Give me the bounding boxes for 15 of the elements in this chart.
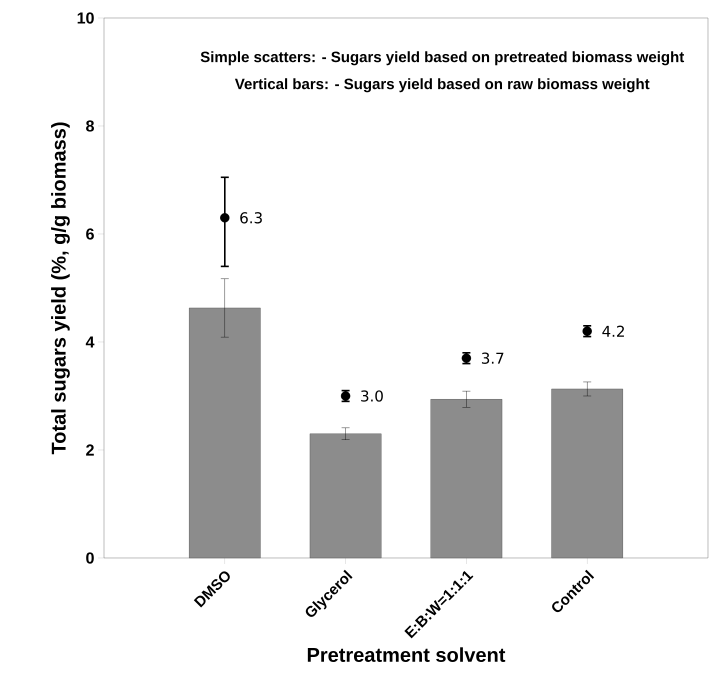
data-label: 4.2 [602,326,624,337]
point [220,213,230,222]
data-label: 3.0 [361,390,383,402]
y-tick-label: 2 [86,444,94,456]
annotation: Vertical bars: - Sugars yield based on raw biomass weight [234,78,650,92]
y-axis-title: Total sugars yield (%, g/g biomass) [51,122,70,454]
y-tick-label: 6 [86,228,94,240]
data-label: 3.7 [482,352,504,364]
y-tick-label: 10 [78,12,94,24]
x-axis-title: Pretreatment solvent [308,647,506,662]
data-label: 6.3 [240,212,262,224]
annotation: Simple scatters: - Sugars yield based on pretreated biomass weight [200,51,684,66]
y-tick-label: 4 [86,336,94,348]
y-tick-label: 0 [86,552,94,564]
y-tick-label: 8 [86,120,94,132]
